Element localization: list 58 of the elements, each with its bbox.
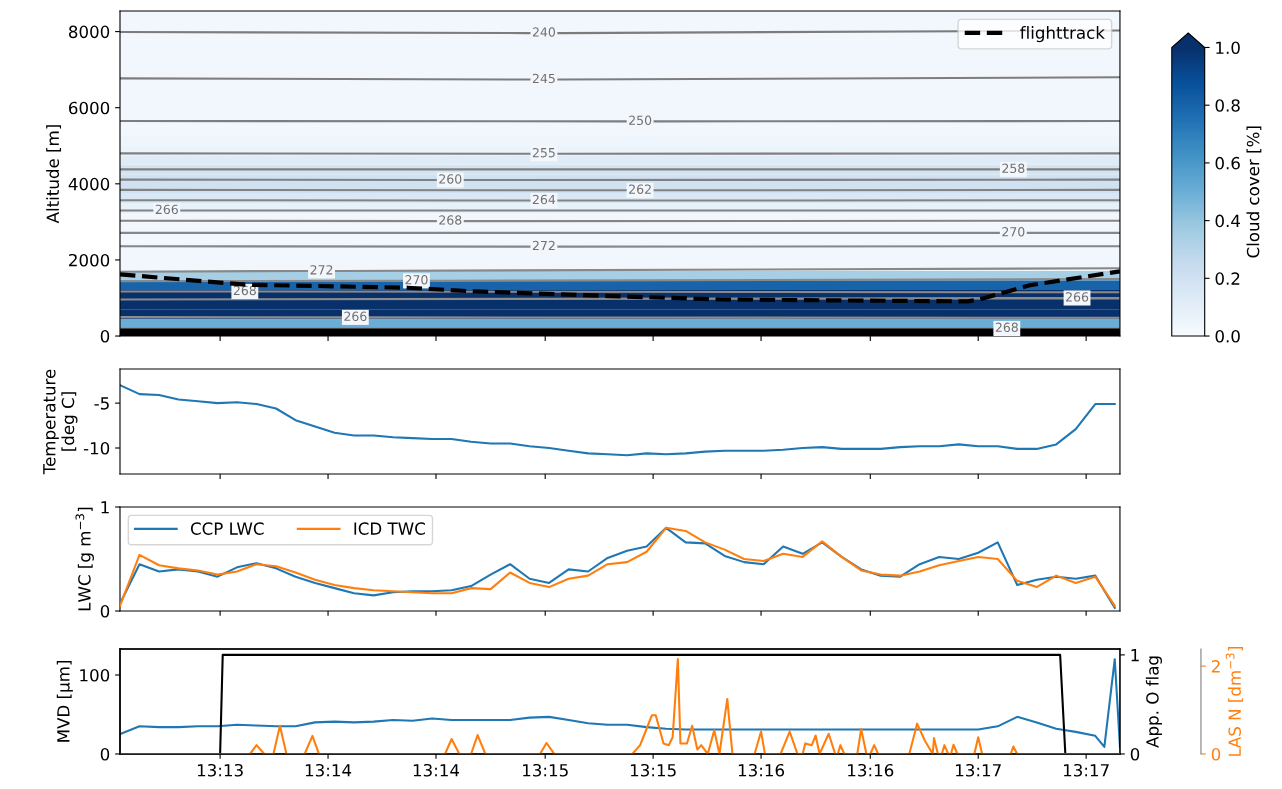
legend-label: CCP LWC xyxy=(190,522,264,535)
legend-label: flighttrack xyxy=(1020,26,1105,43)
annotation: 266 xyxy=(1066,292,1089,302)
x-tick-label: 13:14 xyxy=(305,763,352,777)
legend-label: ICD TWC xyxy=(354,522,425,535)
y3-tick-label: 0 xyxy=(1211,747,1221,761)
x-tick-label: 13:17 xyxy=(956,763,1001,777)
y-axis-title: LWC [g m$^{−3}$] xyxy=(75,507,94,611)
annotation: 268 xyxy=(995,322,1018,333)
x-tick-label: 13:16 xyxy=(738,763,785,777)
annotation: 264 xyxy=(532,194,556,205)
y-tick-label: 0 xyxy=(100,604,110,618)
y2-axis-title: App. O flag xyxy=(1145,656,1162,748)
color-bar-title: Cloud cover [%] xyxy=(1246,126,1262,258)
x-tick-label: 13:15 xyxy=(523,763,568,777)
annotation: 240 xyxy=(532,27,555,37)
annotation: 255 xyxy=(532,147,555,158)
y-tick-label: 0 xyxy=(100,747,110,761)
y-tick-label: -10 xyxy=(83,441,110,455)
annotation: 260 xyxy=(439,174,462,184)
y2-tick-label: 1 xyxy=(1131,649,1139,662)
color-bar-label: 0.0 xyxy=(1215,330,1240,343)
annotation: 270 xyxy=(405,275,428,285)
annotation: 270 xyxy=(1002,227,1025,237)
annotation: 272 xyxy=(532,240,555,251)
y-tick-label: -5 xyxy=(94,397,109,410)
y3-axis-title: LAS N [dm$^{−3}$] xyxy=(1225,646,1243,756)
y-tick-label: 4000 xyxy=(68,177,110,191)
y-tick-label: 2000 xyxy=(69,253,110,267)
color-bar-label: 0.6 xyxy=(1215,156,1240,170)
x-tick-label: 13:15 xyxy=(630,763,676,777)
annotation: 250 xyxy=(629,115,652,126)
y-axis-title: Temperature [deg C] xyxy=(43,369,78,475)
x-tick-label: 13:16 xyxy=(848,763,894,777)
color-bar-label: 0.8 xyxy=(1215,99,1240,112)
x-tick-label: 13:13 xyxy=(197,763,243,777)
y-tick-label: 6000 xyxy=(69,101,110,115)
x-tick-label: 13:14 xyxy=(413,763,460,777)
y-tick-label: 100 xyxy=(80,668,110,682)
annotation: 262 xyxy=(629,184,651,194)
y-tick-label: 0 xyxy=(100,330,110,343)
y2-tick-label: 0 xyxy=(1130,747,1140,761)
annotation: 245 xyxy=(532,73,555,84)
annotation: 258 xyxy=(1002,163,1025,173)
x-tick-label: 13:17 xyxy=(1063,763,1109,777)
y-tick-label: 8000 xyxy=(68,25,110,39)
annotation: 266 xyxy=(155,204,178,215)
y-axis-title: Altitude [m] xyxy=(46,125,62,224)
color-bar-label: 0.4 xyxy=(1215,214,1240,228)
y-tick-label: 1 xyxy=(101,501,109,514)
color-bar-label: 1.0 xyxy=(1216,41,1240,55)
annotation: 268 xyxy=(439,215,462,225)
y3-tick-label: 2 xyxy=(1211,660,1220,673)
y-axis-title: MVD [µm] xyxy=(56,661,73,742)
annotation: 272 xyxy=(310,265,333,275)
color-bar-label: 0.2 xyxy=(1215,272,1240,285)
annotation: 268 xyxy=(233,285,256,296)
annotation: 266 xyxy=(344,311,367,322)
